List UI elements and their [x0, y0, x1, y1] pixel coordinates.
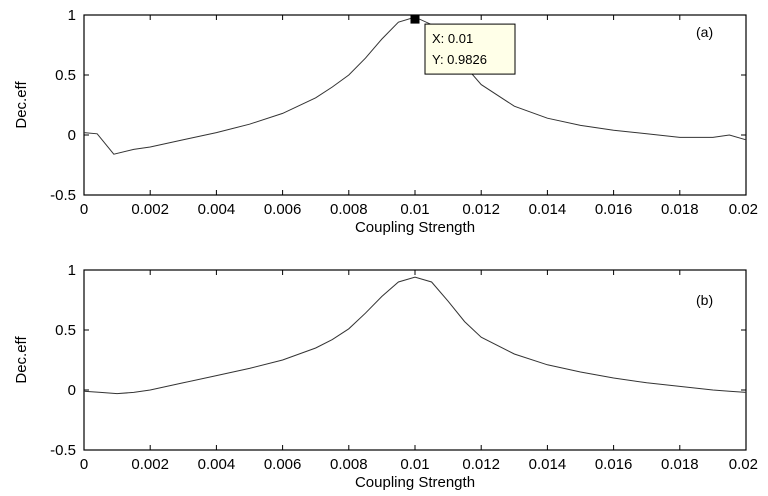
x-tick-label: 0.016 [595, 456, 633, 473]
x-tick-label: 0.02 [729, 456, 758, 473]
x-axis-a: 0 0.002 0.004 0.006 0.008 0.01 0.012 0.014 0.016… [80, 15, 758, 218]
x-tick-label: 0.004 [198, 201, 236, 218]
x-tick-label: 0.01 [400, 201, 429, 218]
x-tick-label: 0.016 [595, 201, 633, 218]
panel-label-a: (a) [696, 24, 713, 40]
x-tick-label: 0.002 [131, 456, 169, 473]
x-tick-label: 0.004 [198, 456, 236, 473]
y-tick-label: 0.5 [55, 67, 76, 84]
datatip-x-text: X: 0.01 [432, 31, 473, 46]
x-tick-label: 0.014 [529, 201, 567, 218]
x-tick-label: 0.01 [400, 456, 429, 473]
x-tick-label: 0.008 [330, 201, 368, 218]
datatip-marker[interactable] [410, 14, 420, 24]
x-tick-label: 0.008 [330, 456, 368, 473]
x-tick-label: 0.012 [462, 456, 500, 473]
y-tick-label: -0.5 [50, 187, 76, 204]
panel-b: -0.500.51 0 0.002 0.004 0.006 0.008 0.01 0.012… [13, 262, 758, 491]
datatip-y-text: Y: 0.9826 [432, 52, 487, 67]
datatip-a[interactable]: X: 0.01 Y: 0.9826 [410, 14, 516, 75]
series-line-b [83, 276, 747, 395]
x-tick-label: 0 [80, 456, 88, 473]
y-axis-a: -0.5 0 0.5 1 [50, 7, 746, 204]
x-tick-label: 0.018 [661, 456, 699, 473]
x-tick-label: 0.014 [529, 456, 567, 473]
x-tick-label: 0.02 [729, 201, 758, 218]
y-axis-label-a: Dec.eff [13, 81, 30, 129]
x-tick-label: 0.018 [661, 201, 699, 218]
y-axis-b: -0.5 0 0.5 1 [50, 262, 746, 459]
x-tick-label: 0.002 [131, 201, 169, 218]
panel-label-b: (b) [696, 292, 713, 308]
y-tick-label: 0 [68, 382, 76, 399]
x-tick-label: 0 [80, 201, 88, 218]
y-axis-label-b: Dec.eff [13, 336, 30, 384]
plot-frame-a [83, 14, 747, 196]
panel-a: -0.500.51 0 0.002 0.004 0.006 0.008 0.01 0.012… [13, 7, 758, 236]
y-tick-label: 1 [68, 262, 76, 279]
x-tick-label: 0.006 [264, 201, 302, 218]
x-axis-b: 0 0.002 0.004 0.006 0.008 0.01 0.012 0.014 0.016… [80, 270, 758, 473]
x-tick-label: 0.006 [264, 456, 302, 473]
y-tick-label: 0 [68, 127, 76, 144]
plot-frame-b [83, 269, 747, 451]
y-tick-label: 1 [68, 7, 76, 24]
datatip-box [424, 23, 516, 75]
x-axis-label-b: Coupling Strength [355, 474, 475, 491]
series-line-a [83, 16, 747, 155]
y-tick-label: -0.5 [50, 442, 76, 459]
x-axis-label-a: Coupling Strength [355, 219, 475, 236]
x-tick-label: 0.012 [462, 201, 500, 218]
y-tick-label: 0.5 [55, 322, 76, 339]
